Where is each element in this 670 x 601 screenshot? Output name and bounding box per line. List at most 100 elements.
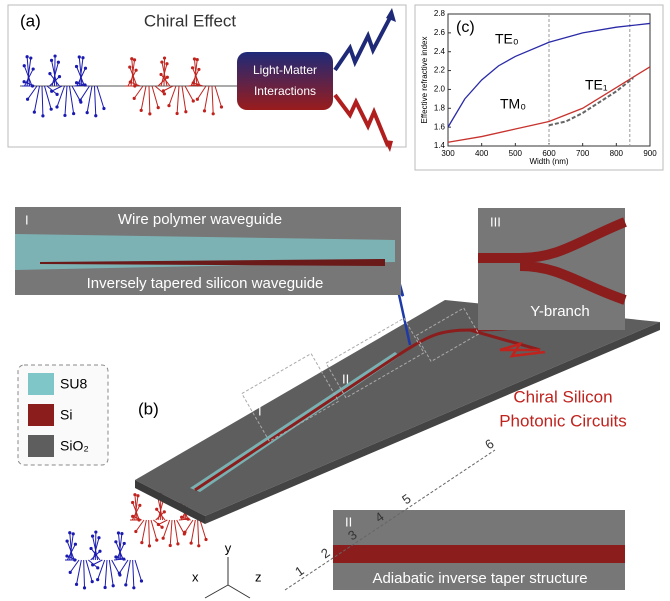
inset-title: Y-branch [530, 303, 590, 320]
interaction-box [237, 52, 333, 110]
position-label: 2 [318, 545, 333, 561]
polarization-vector [84, 560, 85, 588]
polarization-vector [149, 520, 150, 546]
vector-tip [91, 563, 94, 566]
vector-tip [117, 531, 120, 534]
polarization-vector [133, 560, 134, 588]
vector-tip [134, 69, 137, 72]
vector-tip [33, 111, 36, 114]
y-tick-label: 2.8 [434, 9, 446, 18]
vector-tip [32, 67, 35, 70]
vector-tip [212, 112, 215, 115]
vector-tip [81, 56, 84, 59]
position-label: 1 [292, 563, 307, 579]
polarization-vector [170, 520, 172, 546]
polarization-vector [55, 56, 56, 86]
legend-swatch [28, 373, 54, 395]
vector-tip [68, 531, 71, 534]
substrate [135, 300, 660, 516]
vector-tip [196, 58, 199, 61]
vector-tip [203, 109, 206, 112]
y-axis-label: Effective refractive index [420, 36, 429, 123]
vector-tip [133, 97, 136, 100]
vector-tip [191, 66, 194, 69]
vector-tip [136, 494, 139, 497]
vector-tip [75, 65, 78, 68]
vector-tip [175, 112, 178, 115]
legend-label: Si [60, 407, 72, 423]
polarization-vector [136, 520, 144, 532]
vector-tip [97, 536, 100, 539]
axis-arrow [205, 585, 228, 598]
panel-label: (c) [456, 19, 475, 36]
vector-tip [57, 61, 60, 64]
inset-title: Inversely tapered silicon waveguide [87, 275, 324, 292]
series-label: TE₁ [585, 77, 608, 93]
vector-tip [140, 109, 143, 112]
panel-label: (b) [138, 399, 159, 418]
vector-tip [124, 583, 127, 586]
vector-tip [26, 98, 29, 101]
vector-tip [48, 72, 51, 75]
vector-tip [84, 67, 87, 70]
vector-tip [162, 89, 165, 92]
vector-tip [102, 107, 105, 110]
panel-label: (a) [20, 11, 41, 30]
polarization-vector [77, 560, 82, 584]
vector-tip [167, 104, 170, 107]
x-tick-label: 900 [643, 149, 657, 158]
polarization-vector [151, 520, 157, 540]
vector-tip [29, 56, 32, 59]
vector-tip [190, 541, 193, 544]
axis-arrow [228, 585, 250, 598]
polarization-vector [93, 560, 103, 565]
vector-tip [72, 112, 75, 115]
vector-tip [133, 58, 136, 61]
vector-tip [58, 75, 61, 78]
section-label: III [387, 310, 398, 325]
vector-tip [53, 54, 56, 57]
vector-tip [123, 542, 126, 545]
vector-tip [131, 515, 134, 518]
vector-tip [132, 586, 135, 589]
polarization-vector [142, 520, 146, 543]
vector-tip [148, 112, 151, 115]
vector-tip [169, 544, 172, 547]
vector-tip [196, 98, 199, 101]
y-tick-label: 2.2 [434, 66, 446, 75]
vector-tip [94, 530, 97, 533]
vector-tip [78, 55, 81, 58]
figure: (a) Chiral Effect Light-Matter Interacti… [0, 0, 670, 601]
inset-title: Adiabatic inverse taper structure [372, 570, 587, 587]
vector-tip [112, 584, 115, 587]
circuit-title: Photonic Circuits [499, 411, 627, 430]
vector-tip [129, 80, 132, 83]
box-label: Light-Matter [253, 63, 317, 77]
vector-tip [197, 544, 200, 547]
vector-tip [148, 544, 151, 547]
inset-label: III [490, 214, 501, 229]
vector-tip [192, 81, 195, 84]
vector-tip [114, 540, 117, 543]
vector-tip [63, 114, 66, 117]
circuit-title: Chiral Silicon [513, 387, 612, 406]
vector-tip [163, 92, 166, 95]
vector-tip [204, 538, 207, 541]
vector-tip [23, 64, 26, 67]
y-tick-label: 1.8 [434, 103, 446, 112]
vector-tip [96, 578, 99, 581]
vector-tip [75, 583, 78, 586]
polarization-vector [177, 520, 185, 534]
x-tick-label: 400 [475, 149, 489, 158]
vector-tip [220, 105, 223, 108]
polarization-vector [109, 560, 113, 586]
vector-tip [118, 572, 121, 575]
polarization-vector [119, 560, 128, 573]
polarization-vector [98, 560, 105, 580]
vector-tip [79, 99, 82, 102]
polarization-vector [126, 560, 131, 585]
vector-tip [23, 80, 26, 83]
vector-tip [120, 532, 123, 535]
vector-tip [41, 114, 44, 117]
inset-label: I [25, 212, 29, 227]
